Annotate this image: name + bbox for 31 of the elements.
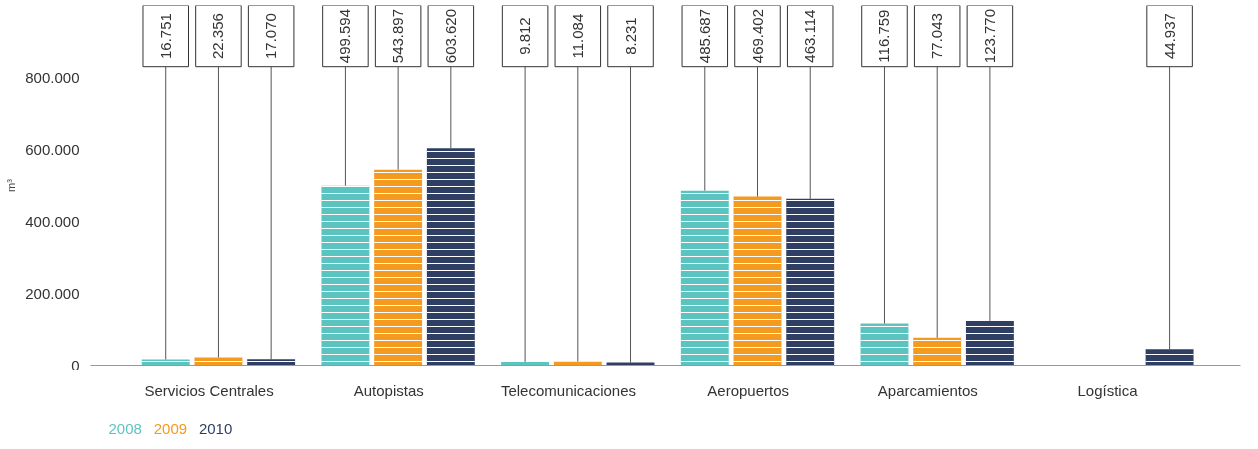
text: 2010 (198, 419, 233, 437)
data-label: 469.402 (748, 8, 766, 64)
text: 2009 (153, 419, 188, 437)
data-label: 8.231 (621, 17, 639, 55)
x-tick-label: Aparcamientos (877, 382, 978, 399)
y-tick-label: 200.000 (25, 284, 80, 302)
data-label: 499.594 (336, 8, 354, 64)
x-tick-label: Logística (1077, 382, 1139, 399)
data-label: 543.897 (389, 8, 407, 64)
y-tick-label: 0 (71, 356, 80, 374)
data-label: 603.620 (441, 8, 459, 64)
x-tick-label: Aeropuertos (707, 382, 790, 399)
x-tick-label: Servicios Centrales (144, 382, 274, 399)
y-tick-label: 800.000 (25, 68, 80, 86)
y-tick-label: 400.000 (25, 212, 80, 230)
text: 2008 (108, 419, 142, 437)
data-label: 17.070 (262, 13, 280, 60)
y-tick-label: 600.000 (25, 140, 80, 158)
data-label: 9.812 (516, 17, 534, 55)
data-label: 77.043 (928, 13, 946, 60)
data-label: 11.084 (568, 13, 586, 59)
x-tick-label: Telecomunicaciones (500, 382, 637, 399)
data-label: 16.751 (156, 13, 174, 60)
data-label: 485.687 (695, 8, 713, 64)
y-axis-title: m³ (5, 178, 18, 192)
data-label: 463.114 (801, 9, 819, 63)
x-tick-label: Autopistas (353, 382, 424, 399)
data-label: 123.770 (980, 8, 998, 64)
data-label: 22.356 (209, 13, 227, 60)
data-label: 44.937 (1160, 13, 1178, 60)
data-label: 116.759 (875, 9, 893, 63)
